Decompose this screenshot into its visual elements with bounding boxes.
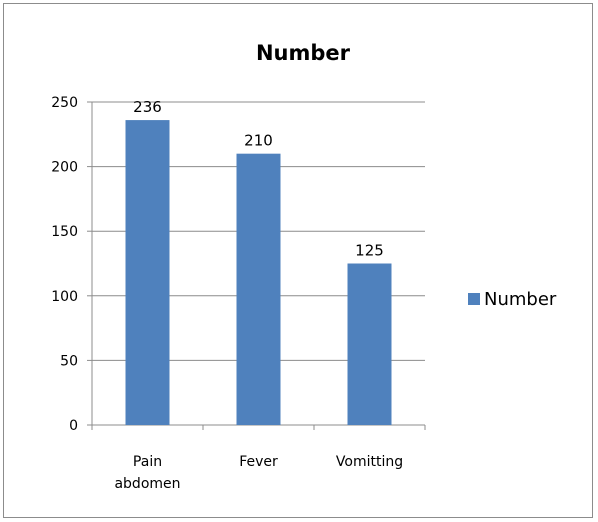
bar — [125, 120, 170, 425]
data-label: 236 — [133, 98, 162, 116]
category-label: Vomitting — [336, 454, 403, 470]
bar — [236, 153, 281, 425]
category-label: Fever — [239, 454, 278, 470]
category-label: abdomen — [114, 476, 180, 492]
y-tick-label: 50 — [60, 353, 78, 369]
chart-frame — [3, 3, 593, 518]
chart-title: Number — [256, 41, 351, 65]
y-tick-label: 150 — [51, 224, 78, 240]
data-label: 125 — [355, 242, 384, 260]
legend-label: Number — [484, 289, 557, 310]
category-label: Pain — [133, 454, 162, 470]
bars — [125, 120, 392, 425]
legend: Number — [468, 289, 557, 310]
data-labels: 236 210 125 — [133, 98, 384, 259]
y-tick-label: 0 — [69, 418, 78, 434]
y-tick-label: 200 — [51, 160, 78, 176]
bar — [347, 263, 392, 425]
legend-swatch — [468, 293, 480, 305]
axes: 0 50 100 150 200 250 — [51, 95, 426, 434]
category-labels: Pain abdomen Fever Vomitting — [114, 454, 403, 492]
y-tick-label: 100 — [51, 289, 78, 305]
data-label: 210 — [244, 132, 273, 150]
y-tick-label: 250 — [51, 95, 78, 111]
